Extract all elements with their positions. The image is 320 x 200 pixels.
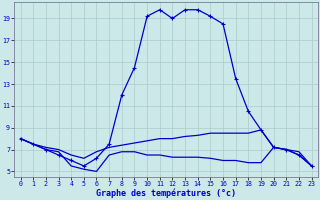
X-axis label: Graphe des températures (°c): Graphe des températures (°c): [96, 188, 236, 198]
